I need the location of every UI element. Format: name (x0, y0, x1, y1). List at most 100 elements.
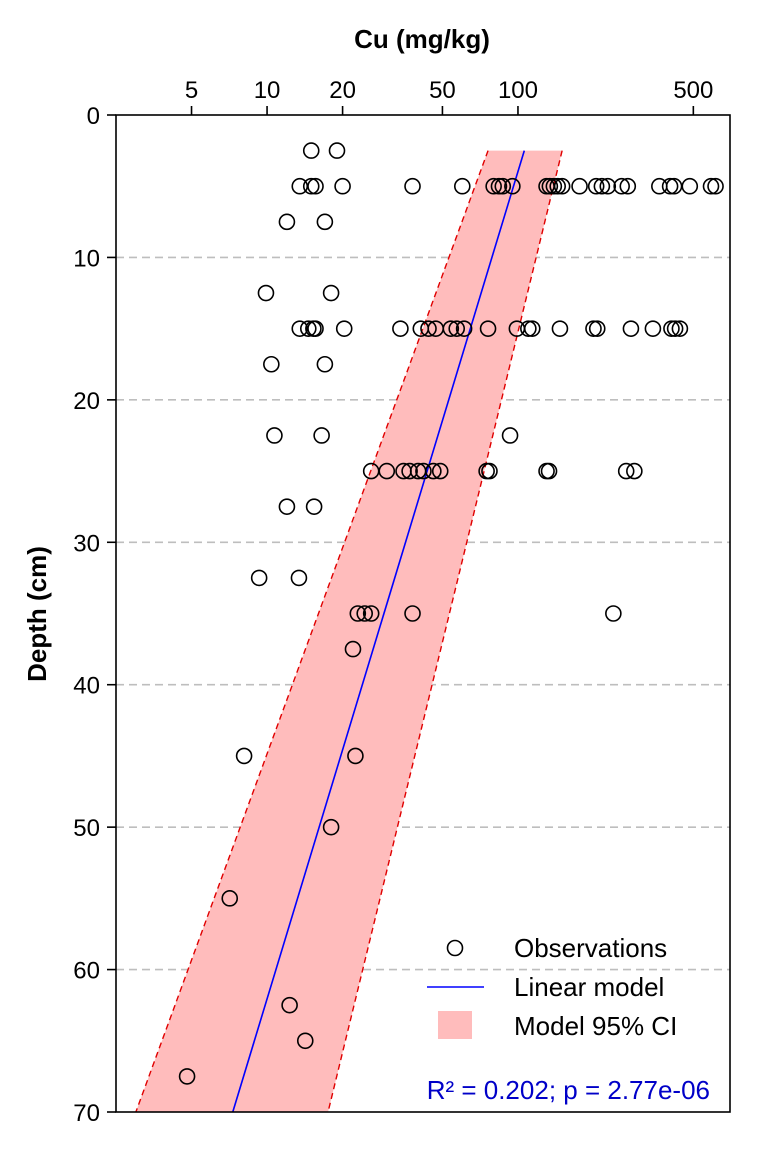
observation-point (420, 320, 437, 337)
ci-upper-edge (327, 150, 563, 1113)
observation-point (485, 177, 502, 195)
observation-points (178, 142, 724, 1085)
axes: 5 10 20 50 100 500 0 10 20 30 40 50 60 70 (73, 77, 731, 1127)
observation-point (178, 1068, 196, 1085)
observation-point (281, 996, 298, 1014)
observation-point (453, 177, 471, 195)
observation-point (322, 284, 340, 302)
observation-point (313, 427, 330, 444)
observation-point (681, 177, 699, 195)
observation-point (425, 462, 442, 480)
legend-linear-model-label: Linear model (514, 972, 664, 1002)
observation-point (316, 213, 334, 231)
observation-point (299, 320, 317, 337)
y-axis-title: Depth (cm) (22, 546, 52, 682)
observation-point (356, 605, 374, 622)
observation-point (619, 177, 637, 195)
observation-point (661, 177, 679, 195)
observation-point (663, 320, 680, 337)
observation-point (626, 462, 643, 480)
observation-point (221, 890, 239, 907)
x-tick-label: 50 (429, 77, 456, 104)
observation-point (479, 320, 497, 337)
observation-point (494, 177, 512, 195)
plot-frame (115, 114, 731, 1113)
legend: Observations Linear model Model 95% CI (427, 933, 677, 1041)
observation-point (707, 177, 724, 195)
observation-point (328, 142, 346, 159)
y-tick-label: 20 (73, 388, 100, 415)
observation-point (442, 320, 460, 337)
y-tick-label: 30 (73, 530, 100, 557)
observation-point (605, 605, 622, 622)
y-tick-label: 0 (87, 103, 100, 130)
legend-ci-label: Model 95% CI (514, 1011, 677, 1041)
observation-point (404, 177, 421, 195)
observation-point (296, 1032, 314, 1050)
x-axis-title: Cu (mg/kg) (354, 24, 490, 54)
observation-point (599, 177, 617, 195)
observation-point (490, 177, 508, 195)
observation-point (520, 320, 537, 337)
observation-point (644, 320, 662, 337)
model-line-group (232, 150, 526, 1113)
observation-point (362, 605, 380, 622)
observation-point (549, 177, 566, 195)
observation-point (347, 747, 364, 765)
observation-point (404, 605, 421, 622)
observation-point (585, 320, 602, 337)
observation-point (523, 320, 541, 337)
observation-point (290, 569, 308, 587)
observation-point (415, 462, 432, 480)
y-tick-label: 70 (73, 1100, 100, 1127)
observation-point (334, 177, 351, 195)
observation-point (622, 320, 640, 337)
observation-point (541, 177, 559, 195)
observation-point (335, 320, 353, 337)
observation-point (392, 320, 409, 337)
ci-lower-edge (135, 150, 489, 1113)
observation-point (250, 569, 268, 587)
observation-point (501, 427, 519, 444)
x-tick-label: 100 (498, 77, 538, 104)
observation-point (307, 177, 324, 195)
observation-point (291, 320, 309, 337)
observation-point (571, 177, 588, 195)
observation-point (553, 177, 571, 195)
grid-lines (116, 256, 730, 971)
observation-point (665, 177, 683, 195)
legend-observations-marker (446, 939, 464, 957)
observation-point (504, 177, 521, 195)
observation-point (378, 462, 396, 480)
observation-point (455, 320, 473, 337)
x-tick-label: 5 (185, 77, 198, 104)
observation-point (666, 320, 684, 337)
confidence-band (135, 150, 563, 1113)
observation-point (545, 177, 563, 195)
observation-point (278, 498, 296, 515)
observation-point (266, 427, 283, 444)
x-tick-label: 20 (329, 77, 356, 104)
observation-point (257, 284, 275, 302)
y-tick-label: 60 (73, 958, 100, 985)
observation-point (307, 320, 324, 337)
observation-point (305, 498, 323, 515)
observation-point (551, 320, 569, 337)
observation-point (263, 355, 280, 373)
ci-band (135, 150, 563, 1112)
y-tick-label: 40 (73, 673, 100, 700)
model-line (232, 150, 526, 1113)
observation-point (587, 177, 605, 195)
x-tick-label: 500 (673, 77, 713, 104)
observation-point (540, 462, 558, 480)
observation-point (702, 177, 720, 195)
y-tick-label: 10 (73, 245, 100, 272)
observation-point (588, 320, 606, 337)
observation-point (344, 640, 362, 658)
observation-point (302, 177, 320, 195)
observation-point (671, 320, 689, 337)
observation-point (448, 320, 466, 337)
observation-point (235, 747, 253, 765)
observation-point (593, 177, 611, 195)
